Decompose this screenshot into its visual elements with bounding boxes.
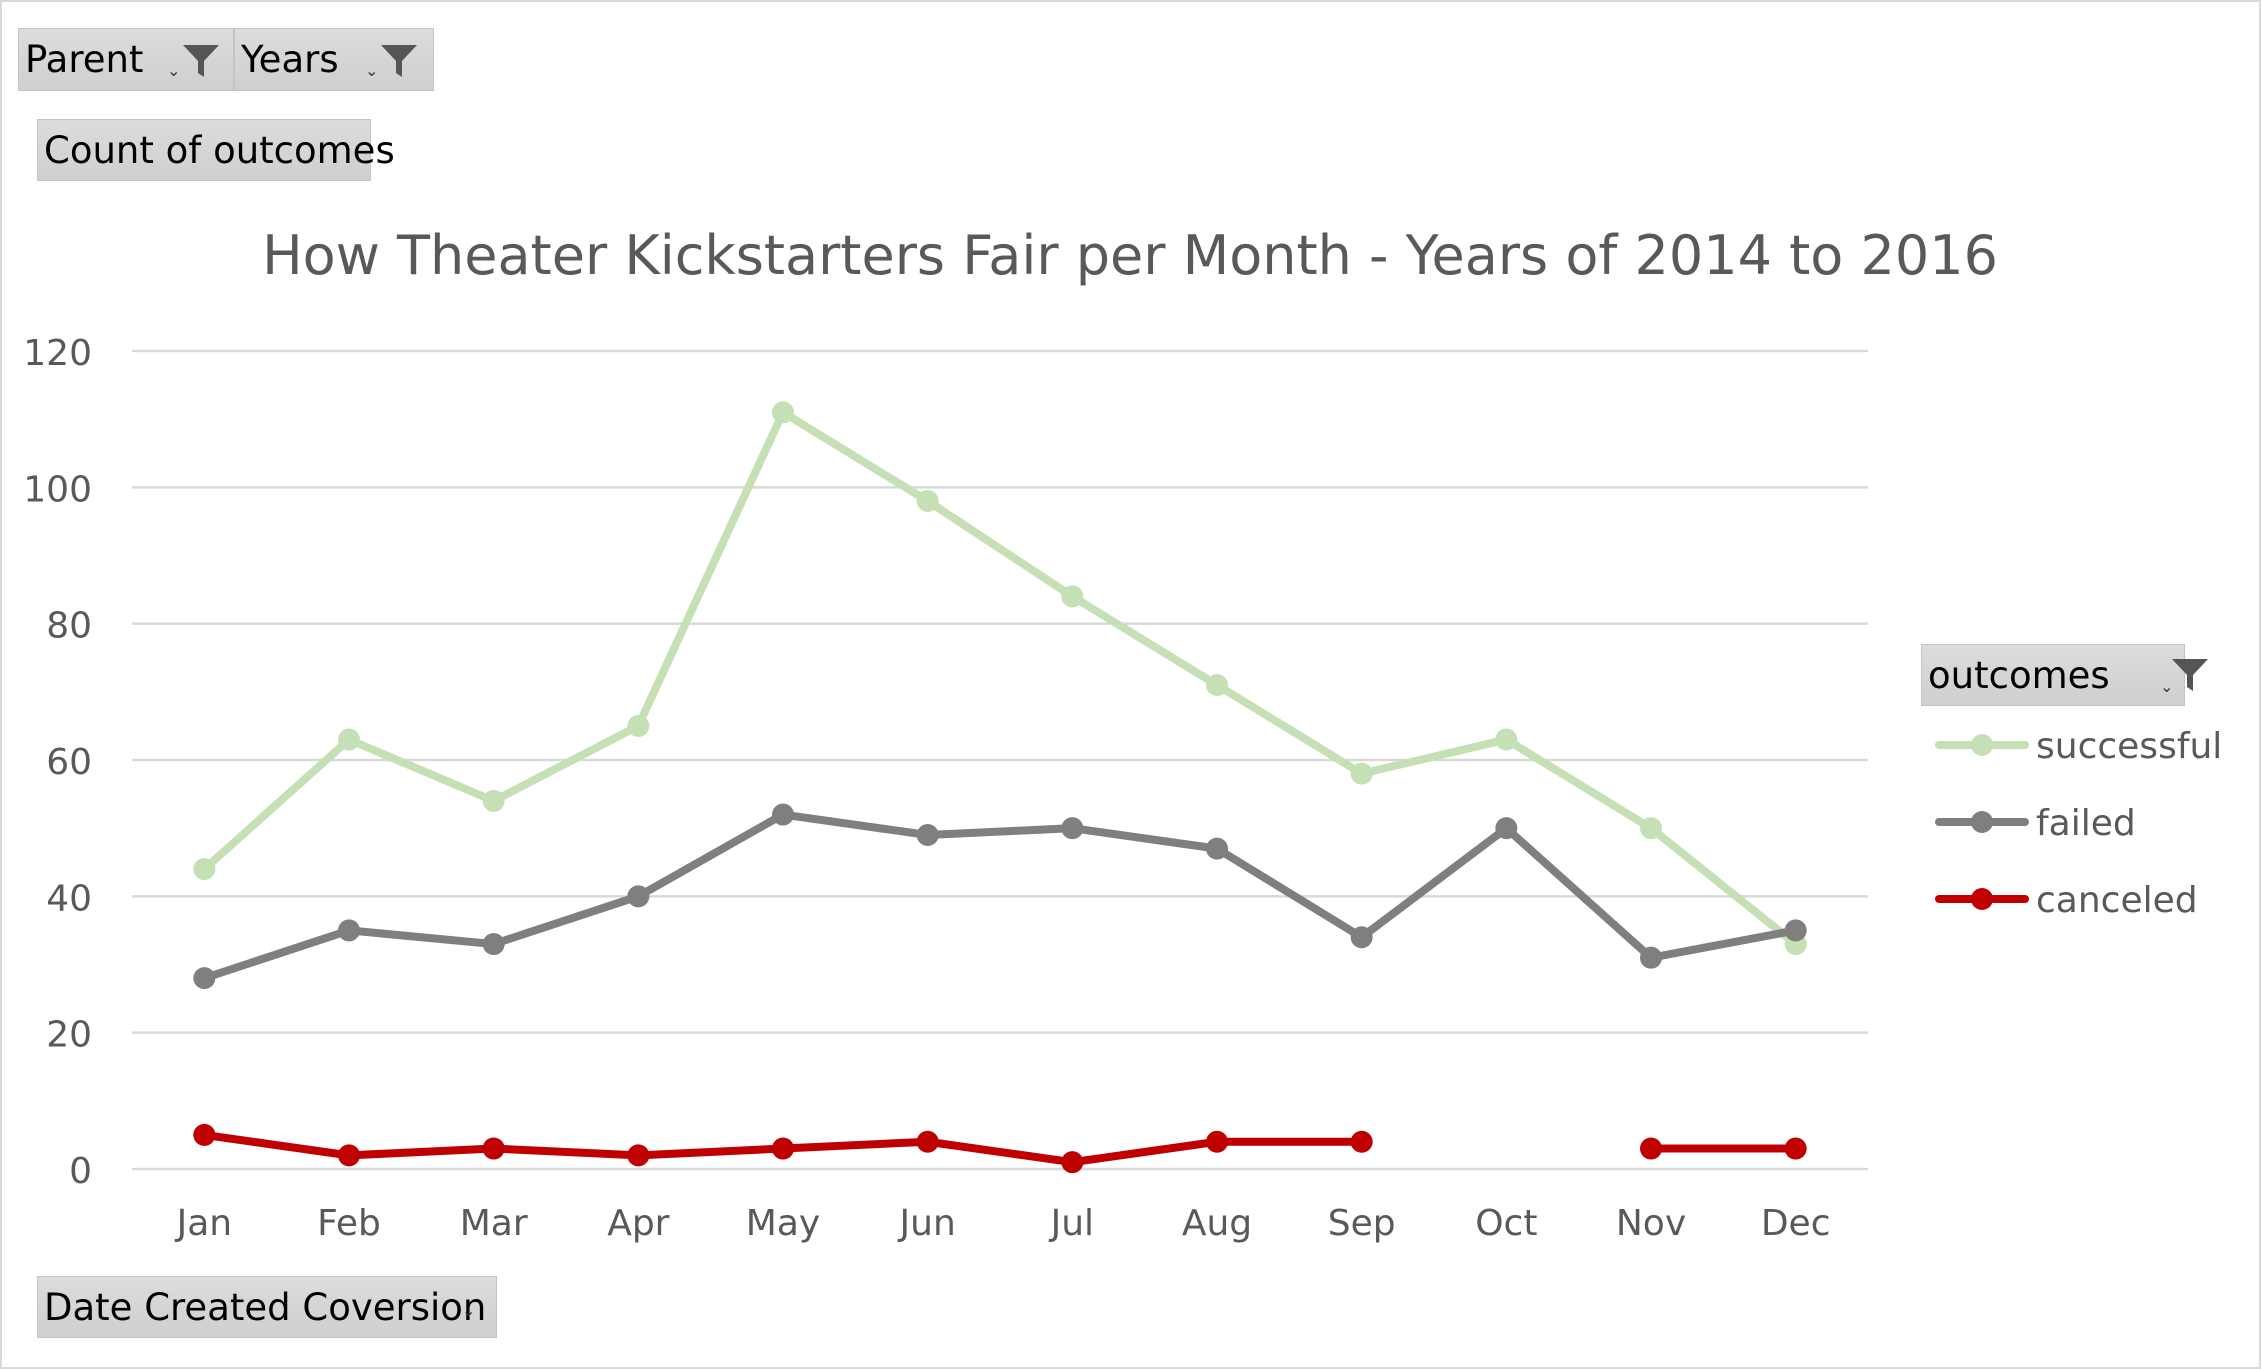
y-tick-label: 80: [46, 606, 92, 647]
data-point-canceled: [482, 1137, 505, 1160]
years-filter-label: Years: [241, 38, 339, 81]
x-tick-label: Dec: [1761, 1203, 1831, 1244]
data-point-failed: [1640, 946, 1662, 969]
dropdown-arrow-icon: ⌄: [167, 61, 181, 80]
data-point-failed: [627, 885, 650, 908]
data-point-failed: [193, 967, 216, 990]
data-point-failed: [338, 919, 360, 942]
data-point-canceled: [772, 1137, 794, 1160]
dropdown-arrow-icon: ⌄: [462, 1301, 476, 1320]
data-point-canceled: [1206, 1130, 1228, 1153]
data-point-failed: [916, 823, 939, 846]
data-point-failed: [1061, 817, 1084, 840]
outcomes-filter-button[interactable]: outcomes ⌄: [1921, 644, 2208, 706]
dropdown-arrow-icon: ⌄: [365, 61, 379, 80]
data-point-successful: [1350, 762, 1373, 785]
series-line-successful: [200, 408, 1800, 949]
x-tick-label: Oct: [1475, 1203, 1537, 1244]
data-point-canceled: [1640, 1137, 1662, 1160]
series-failed: [193, 803, 1807, 990]
legend-label: failed: [2036, 803, 2136, 844]
axis-field-label: Date Created Coversion: [44, 1285, 487, 1329]
filter-funnel-icon: [183, 45, 219, 77]
data-point-successful: [338, 728, 360, 751]
data-point-failed: [772, 803, 794, 826]
data-point-successful: [1495, 728, 1518, 751]
data-point-successful: [193, 858, 216, 881]
data-point-successful: [627, 714, 650, 737]
data-point-failed: [1495, 817, 1518, 840]
data-point-successful: [1640, 817, 1662, 840]
x-tick-label: Feb: [317, 1203, 381, 1244]
data-point-failed: [1206, 837, 1228, 860]
x-tick-label: May: [746, 1203, 820, 1244]
x-tick-label: Jul: [1049, 1203, 1094, 1244]
data-point-failed: [1784, 919, 1807, 942]
x-tick-label: Sep: [1328, 1203, 1396, 1244]
legend-swatch-marker: [1971, 888, 1993, 910]
series-successful: [193, 401, 1807, 956]
data-point-failed: [482, 933, 505, 956]
y-tick-label: 40: [46, 878, 92, 919]
series-line-failed: [200, 810, 1800, 983]
data-point-canceled: [1350, 1130, 1373, 1153]
data-point-canceled: [338, 1144, 360, 1167]
x-tick-label: Jun: [898, 1203, 956, 1244]
legend-swatch-marker: [1971, 811, 1993, 833]
y-tick-label: 20: [46, 1015, 92, 1056]
dropdown-arrow-icon: ⌄: [2160, 677, 2174, 696]
y-tick-label: 0: [69, 1151, 92, 1192]
data-point-canceled: [193, 1123, 216, 1146]
years-filter-button[interactable]: Years ⌄: [234, 28, 434, 91]
x-tick-label: Jan: [175, 1203, 233, 1244]
chart-title: How Theater Kickstarters Fair per Month …: [262, 224, 1998, 287]
data-point-successful: [1061, 585, 1084, 608]
data-point-canceled: [916, 1130, 939, 1153]
outcomes-filter-label: outcomes: [1928, 653, 2110, 697]
x-tick-label: Mar: [460, 1203, 528, 1244]
x-tick-label: Apr: [607, 1203, 669, 1244]
parent-filter-label: Parent: [25, 38, 144, 81]
data-point-failed: [1350, 926, 1373, 949]
y-tick-label: 100: [23, 469, 92, 510]
data-point-successful: [772, 401, 794, 424]
x-tick-label: Nov: [1616, 1203, 1686, 1244]
legend-label: canceled: [2036, 880, 2198, 921]
x-tick-label: Aug: [1182, 1203, 1252, 1244]
data-point-successful: [482, 789, 505, 812]
data-point-successful: [916, 489, 939, 512]
filter-funnel-icon: [2172, 659, 2208, 691]
legend-swatch-marker: [1971, 734, 1993, 756]
data-point-canceled: [1061, 1151, 1084, 1174]
series-canceled: [193, 1123, 1807, 1174]
legend-label: successful: [2036, 726, 2222, 767]
y-tick-label: 60: [46, 742, 92, 783]
axis-field-button[interactable]: Date Created Coversion ⌄: [37, 1276, 497, 1338]
data-point-canceled: [627, 1144, 650, 1167]
parent-filter-button[interactable]: Parent ⌄: [18, 28, 234, 91]
filter-funnel-icon: [381, 45, 417, 77]
y-tick-label: 120: [23, 333, 92, 374]
data-point-canceled: [1784, 1137, 1807, 1160]
values-field-button[interactable]: Count of outcomes: [37, 119, 395, 181]
data-point-successful: [1206, 674, 1228, 697]
values-field-label: Count of outcomes: [44, 128, 395, 172]
